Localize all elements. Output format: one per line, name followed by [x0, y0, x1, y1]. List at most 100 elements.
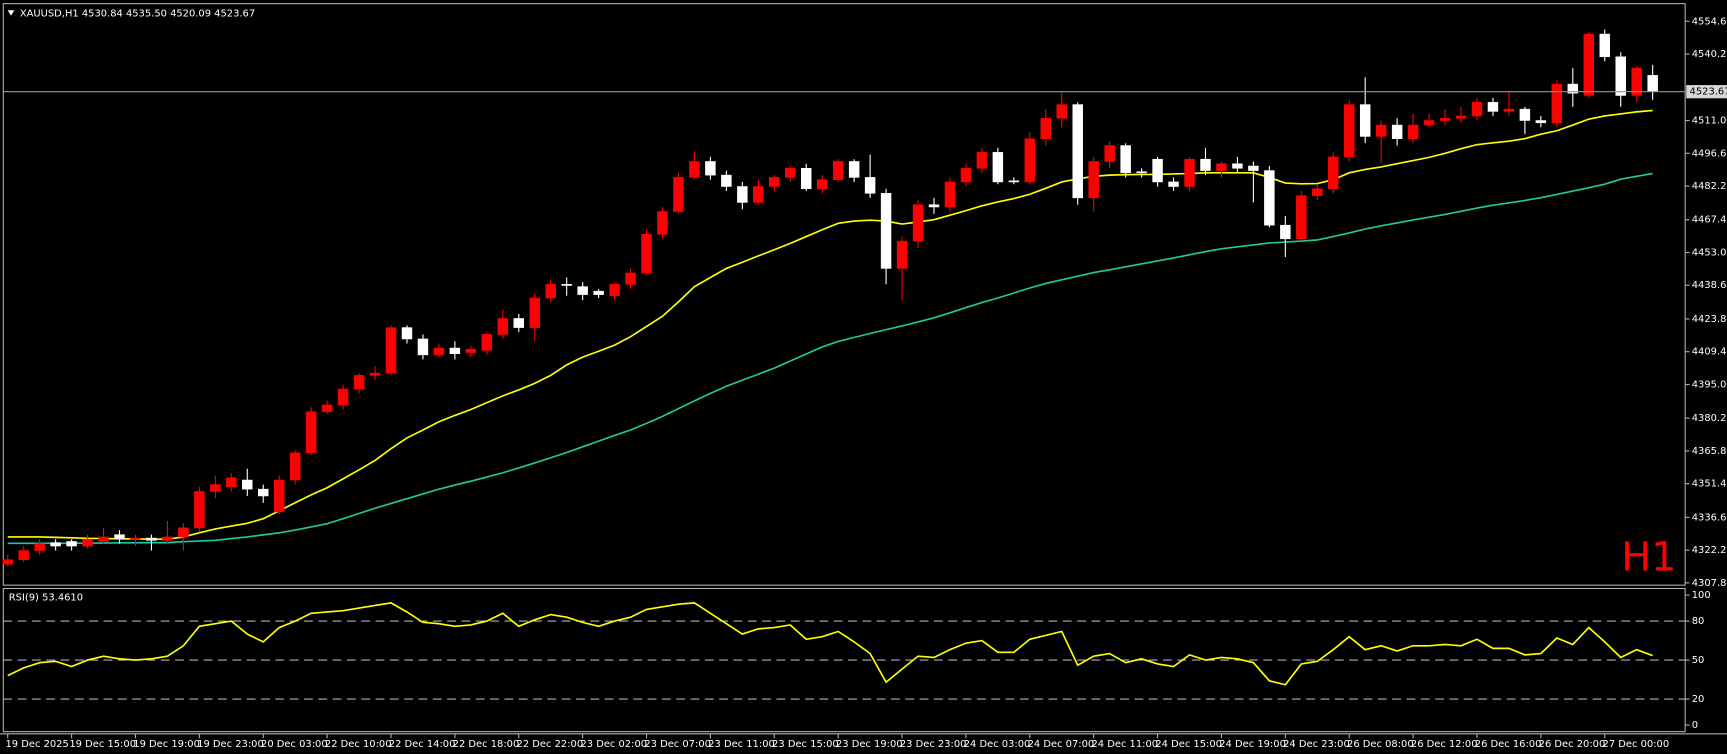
x-tick-label: 23 Dec 07:00	[644, 739, 711, 750]
candle-body	[1136, 171, 1147, 174]
candle-body	[1439, 117, 1451, 121]
candle-body	[832, 161, 844, 180]
x-tick-label: 26 Dec 08:00	[1347, 739, 1414, 750]
candle-body	[609, 284, 620, 296]
candle-body	[1455, 115, 1467, 119]
x-tick-label: 24 Dec 11:00	[1091, 739, 1158, 750]
y-tick-label: 20	[1692, 694, 1705, 705]
x-tick-label: 19 Dec 19:00	[133, 739, 200, 750]
current-price-box	[1686, 85, 1727, 99]
x-tick-label: 26 Dec 16:00	[1475, 739, 1542, 750]
y-tick-label: 4467.40	[1692, 215, 1727, 226]
y-tick-label: 4554.60	[1692, 16, 1727, 27]
candle-body	[369, 372, 381, 376]
candle-body	[1040, 117, 1052, 139]
candle-body	[737, 186, 748, 203]
x-tick-label: 20 Dec 03:00	[261, 739, 328, 750]
y-tick-label: 4351.40	[1692, 479, 1727, 490]
candle-body	[1120, 145, 1131, 174]
candle-body	[1328, 156, 1339, 190]
candle-body	[1104, 145, 1115, 162]
candle-body	[273, 479, 285, 513]
candle-body	[960, 168, 972, 183]
rsi-line	[7, 602, 1653, 686]
x-tick-label: 23 Dec 23:00	[900, 739, 967, 750]
candle-body	[641, 234, 652, 274]
candle-body	[1152, 158, 1163, 183]
candle-body	[433, 347, 445, 356]
candle-body	[1583, 33, 1595, 96]
candle-body	[242, 479, 253, 490]
y-tick-label: 4336.60	[1692, 512, 1727, 523]
x-tick-label: 24 Dec 19:00	[1219, 739, 1286, 750]
candle-body	[497, 318, 509, 335]
x-tick-label: 24 Dec 03:00	[964, 739, 1031, 750]
y-tick-label: 100	[1692, 590, 1711, 601]
x-tick-label: 23 Dec 11:00	[708, 739, 775, 750]
candle-body	[321, 404, 333, 413]
candle-body	[769, 177, 780, 187]
y-tick-label: 0	[1692, 720, 1698, 731]
candle-body	[1471, 102, 1483, 117]
candle-body	[1391, 124, 1403, 139]
candle-body	[1264, 170, 1275, 226]
x-tick-label: 19 Dec 15:00	[69, 739, 136, 750]
candle-body	[529, 297, 540, 328]
candle-body	[848, 161, 860, 178]
candle-body	[66, 541, 77, 547]
x-tick-label: 22 Dec 10:00	[325, 739, 392, 750]
x-tick-label: 24 Dec 07:00	[1028, 739, 1095, 750]
candle-body	[353, 375, 365, 390]
y-tick-label: 80	[1692, 616, 1705, 627]
x-tick-label: 22 Dec 14:00	[389, 739, 456, 750]
candle-body	[1535, 120, 1547, 124]
candle-body	[1423, 120, 1435, 126]
x-tick-label: 26 Dec 12:00	[1411, 739, 1478, 750]
candle-body	[130, 537, 141, 540]
candle-body	[34, 543, 45, 551]
candle-body	[561, 284, 572, 286]
candle-body	[896, 240, 908, 269]
y-tick-label: 4365.80	[1692, 446, 1727, 457]
candle-body	[337, 388, 349, 406]
menu-triangle	[7, 10, 15, 16]
candle-body	[800, 168, 812, 190]
x-tick-label: 19 Dec 23:00	[197, 739, 264, 750]
candle-body	[258, 488, 269, 497]
candle-body	[146, 537, 157, 541]
candle-body	[976, 152, 988, 169]
candle-body	[545, 284, 556, 299]
candle-body	[1024, 138, 1036, 183]
candle-body	[1615, 56, 1626, 96]
candle-body	[18, 550, 29, 560]
y-tick-label: 4496.60	[1692, 148, 1727, 159]
y-tick-label: 4409.40	[1692, 347, 1727, 358]
candle-body	[194, 491, 205, 529]
candle-body	[82, 538, 93, 547]
current-price-label: 4523.67	[1690, 87, 1727, 98]
candle-body	[753, 186, 764, 203]
candle-body	[816, 179, 828, 190]
y-tick-label: 4322.20	[1692, 545, 1727, 556]
candle-body	[1503, 108, 1515, 112]
candle-body	[417, 338, 429, 356]
moving-average-line	[7, 172, 1653, 545]
candle-body	[1487, 102, 1499, 112]
candle-body	[1232, 163, 1243, 169]
candle-body	[1375, 124, 1387, 137]
y-tick-label: 4395.00	[1692, 379, 1727, 390]
candle-body	[210, 484, 221, 492]
candle-body	[449, 347, 461, 355]
y-tick-label: 4307.80	[1692, 578, 1727, 589]
candle-body	[992, 152, 1004, 183]
candle-body	[1248, 165, 1259, 171]
x-tick-label: 22 Dec 18:00	[453, 739, 520, 750]
candle-body	[385, 327, 397, 374]
y-tick-label: 4482.20	[1692, 181, 1727, 192]
candle-body	[98, 536, 109, 542]
candle-body	[1407, 124, 1419, 139]
candle-body	[1343, 104, 1355, 158]
